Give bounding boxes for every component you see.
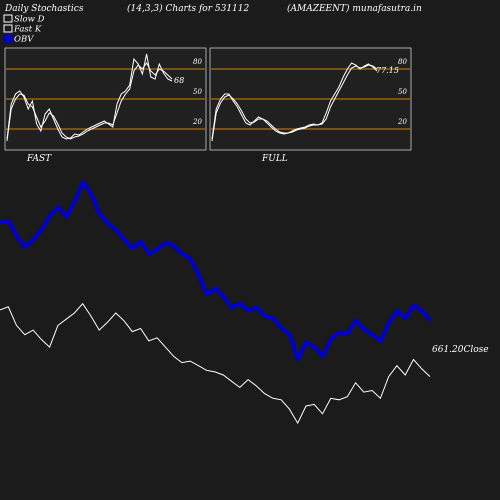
fast-fast-k-line: [6, 53, 173, 140]
legend-label-slow-d: Slow D: [14, 15, 45, 25]
obv-line: [0, 180, 432, 362]
full-tick-20: 20: [397, 118, 407, 126]
full-value-label: 77.15: [376, 66, 399, 75]
legend-swatch-fast-k: [3, 24, 13, 33]
fast-panel-label: FAST: [26, 154, 52, 164]
chart-source: (AMAZEENT) munafasutra.in: [287, 3, 422, 14]
close-suffix: Close: [464, 345, 489, 355]
fast-tick-20: 20: [192, 118, 202, 126]
full-slow-d-line: [211, 64, 378, 142]
fast-value-label: 68: [174, 76, 184, 85]
close-value-label: 661.20Close: [432, 345, 489, 355]
chart-title: Daily Stochastics: [4, 4, 84, 14]
price-line: [0, 302, 431, 425]
legend: Slow D Fast K OBV: [3, 14, 45, 45]
close-value: 661.20: [432, 345, 464, 355]
legend-label-obv: OBV: [14, 35, 34, 45]
full-panel-label: FULL: [261, 154, 288, 164]
fast-tick-50: 50: [193, 88, 202, 96]
legend-swatch-slow-d: [3, 14, 13, 23]
chart-subtitle: (14,3,3) Charts for 531112: [127, 3, 249, 14]
fast-tick-80: 80: [193, 58, 202, 66]
full-tick-80: 80: [398, 58, 407, 66]
full-fast-k-line: [211, 62, 378, 140]
legend-label-fast-k: Fast K: [13, 25, 42, 35]
obv-price-panel: 661.20Close: [0, 180, 489, 425]
full-tick-50: 50: [398, 88, 407, 96]
full-stochastic-panel: 80 50 20 77.15 FULL: [209, 47, 412, 164]
legend-swatch-obv: [3, 34, 13, 43]
fast-stochastic-panel: 80 50 20 68 FAST: [4, 47, 207, 164]
